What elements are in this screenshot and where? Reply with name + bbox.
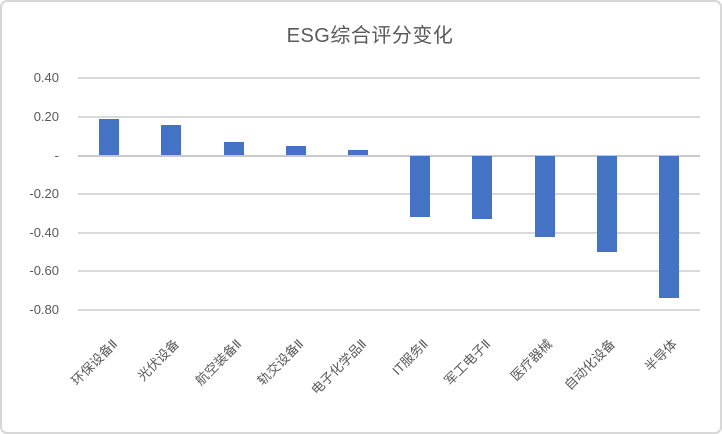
bar: [347, 149, 368, 156]
bar: [223, 141, 244, 156]
bar: [161, 124, 182, 156]
x-axis-category-label: IT服务Ⅱ: [389, 336, 432, 379]
x-axis-category-label: 自动化设备: [561, 336, 618, 393]
gridline: [78, 77, 700, 80]
x-axis-category-label: 军工电子Ⅱ: [441, 336, 494, 389]
y-axis-tick-label: 0.20: [33, 108, 59, 124]
gridline: [78, 231, 700, 234]
y-axis-tick-label: 0.40: [33, 70, 59, 86]
gridline: [78, 193, 700, 196]
x-axis-line: [78, 154, 700, 157]
gridline: [78, 270, 700, 273]
y-axis-tick-label: -0.40: [29, 224, 59, 240]
bar: [99, 118, 120, 156]
y-axis-tick-label: -0.60: [29, 263, 59, 279]
gridline: [78, 308, 700, 311]
y-axis-tick-label: -0.20: [29, 186, 59, 202]
x-axis-category-label: 半导体: [641, 336, 680, 375]
bar: [534, 155, 555, 237]
y-axis-tick-label: -: [54, 147, 59, 163]
x-axis-category-label: 医疗器械: [508, 336, 556, 384]
bar: [658, 155, 679, 299]
y-axis-tick-label: -0.80: [29, 301, 59, 317]
bar: [472, 155, 493, 220]
x-axis-category-label: 航空装备Ⅱ: [192, 336, 245, 389]
x-axis-category-label: 电子化学品Ⅱ: [307, 336, 369, 398]
gridline: [78, 115, 700, 118]
bar: [285, 145, 306, 156]
chart-title: ESG综合评分变化: [286, 25, 454, 47]
bar: [596, 155, 617, 252]
x-axis-category-label: 光伏设备: [134, 336, 183, 384]
x-axis-category-label: 环保设备Ⅱ: [68, 336, 121, 389]
x-axis-category-label: 轨交设备Ⅱ: [254, 336, 307, 389]
bar: [410, 155, 431, 218]
